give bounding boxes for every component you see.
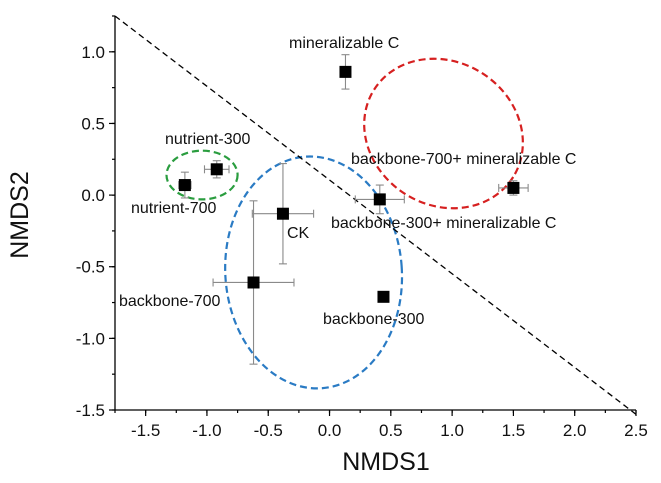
- point-label-backbone-300-mineralizable-c: backbone-300+ mineralizable C: [331, 215, 556, 232]
- y-axis-title: NMDS2: [6, 171, 34, 259]
- group-ellipses: [165, 57, 524, 390]
- data-point-marker: [507, 181, 520, 194]
- x-tick-label: 0.5: [379, 421, 403, 440]
- point-label-backbone-300: backbone-300: [323, 311, 425, 328]
- ticks: -1.5 -1.0 -0.5 0.0 0.5 1.0 1.5 2.0 2.5 -1.5 -1.0 -0…: [76, 15, 648, 440]
- x-tick-label: 0.0: [318, 421, 342, 440]
- point-label-mineralizable-c: mineralizable C: [289, 35, 399, 52]
- x-tick-label: -1.0: [192, 421, 221, 440]
- x-tick-label: -0.5: [254, 421, 283, 440]
- data-point-marker: [373, 193, 386, 206]
- point-label-nutrient-700: nutrient-700: [131, 200, 216, 217]
- data-point-marker: [276, 207, 289, 220]
- group-ellipse-1: [224, 155, 404, 390]
- x-tick-label: 2.0: [563, 421, 587, 440]
- data-point-marker: [339, 65, 352, 78]
- data-point-marker: [210, 163, 223, 176]
- x-tick-label: 1.5: [502, 421, 526, 440]
- point-label-backbone-700: backbone-700: [119, 293, 221, 310]
- group-ellipse-0: [165, 149, 239, 201]
- x-tick-label: 1.0: [440, 421, 464, 440]
- y-tick-label: -1.0: [76, 329, 105, 348]
- axes: [114, 16, 636, 411]
- y-tick-label: 0.0: [81, 186, 105, 205]
- data-point-marker: [247, 276, 260, 289]
- y-tick-label: 0.5: [81, 114, 105, 133]
- x-tick-label: -1.5: [131, 421, 160, 440]
- data-markers: [178, 65, 520, 303]
- data-point-marker: [377, 290, 390, 303]
- point-label-backbone-700-mineralizable-c: backbone-700+ mineralizable C: [351, 151, 576, 168]
- point-label-nutrient-300: nutrient-300: [165, 131, 250, 148]
- y-tick-label: -0.5: [76, 258, 105, 277]
- data-point-marker: [178, 179, 191, 192]
- group-ellipse-2: [363, 57, 524, 210]
- x-axis-title: NMDS1: [342, 448, 430, 476]
- point-label-ck: CK: [287, 225, 310, 242]
- x-tick-label: 2.5: [624, 421, 648, 440]
- y-tick-label: 1.0: [81, 43, 105, 62]
- y-tick-label: -1.5: [76, 401, 105, 420]
